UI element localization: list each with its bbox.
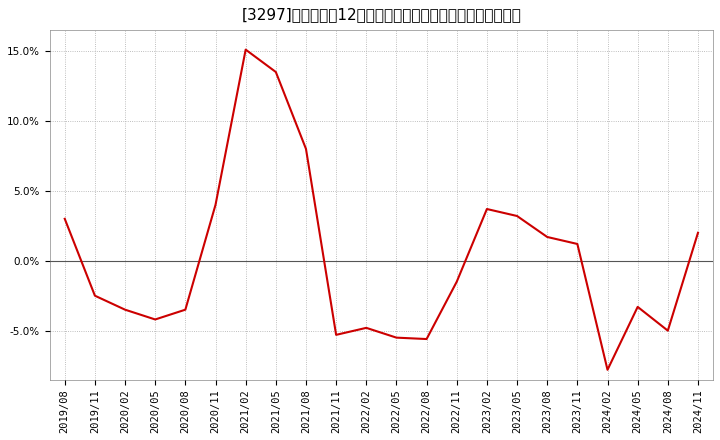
Title: [3297]　売上高の12か月移動合計の対前年同期増減率の推移: [3297] 売上高の12か月移動合計の対前年同期増減率の推移 — [241, 7, 521, 22]
